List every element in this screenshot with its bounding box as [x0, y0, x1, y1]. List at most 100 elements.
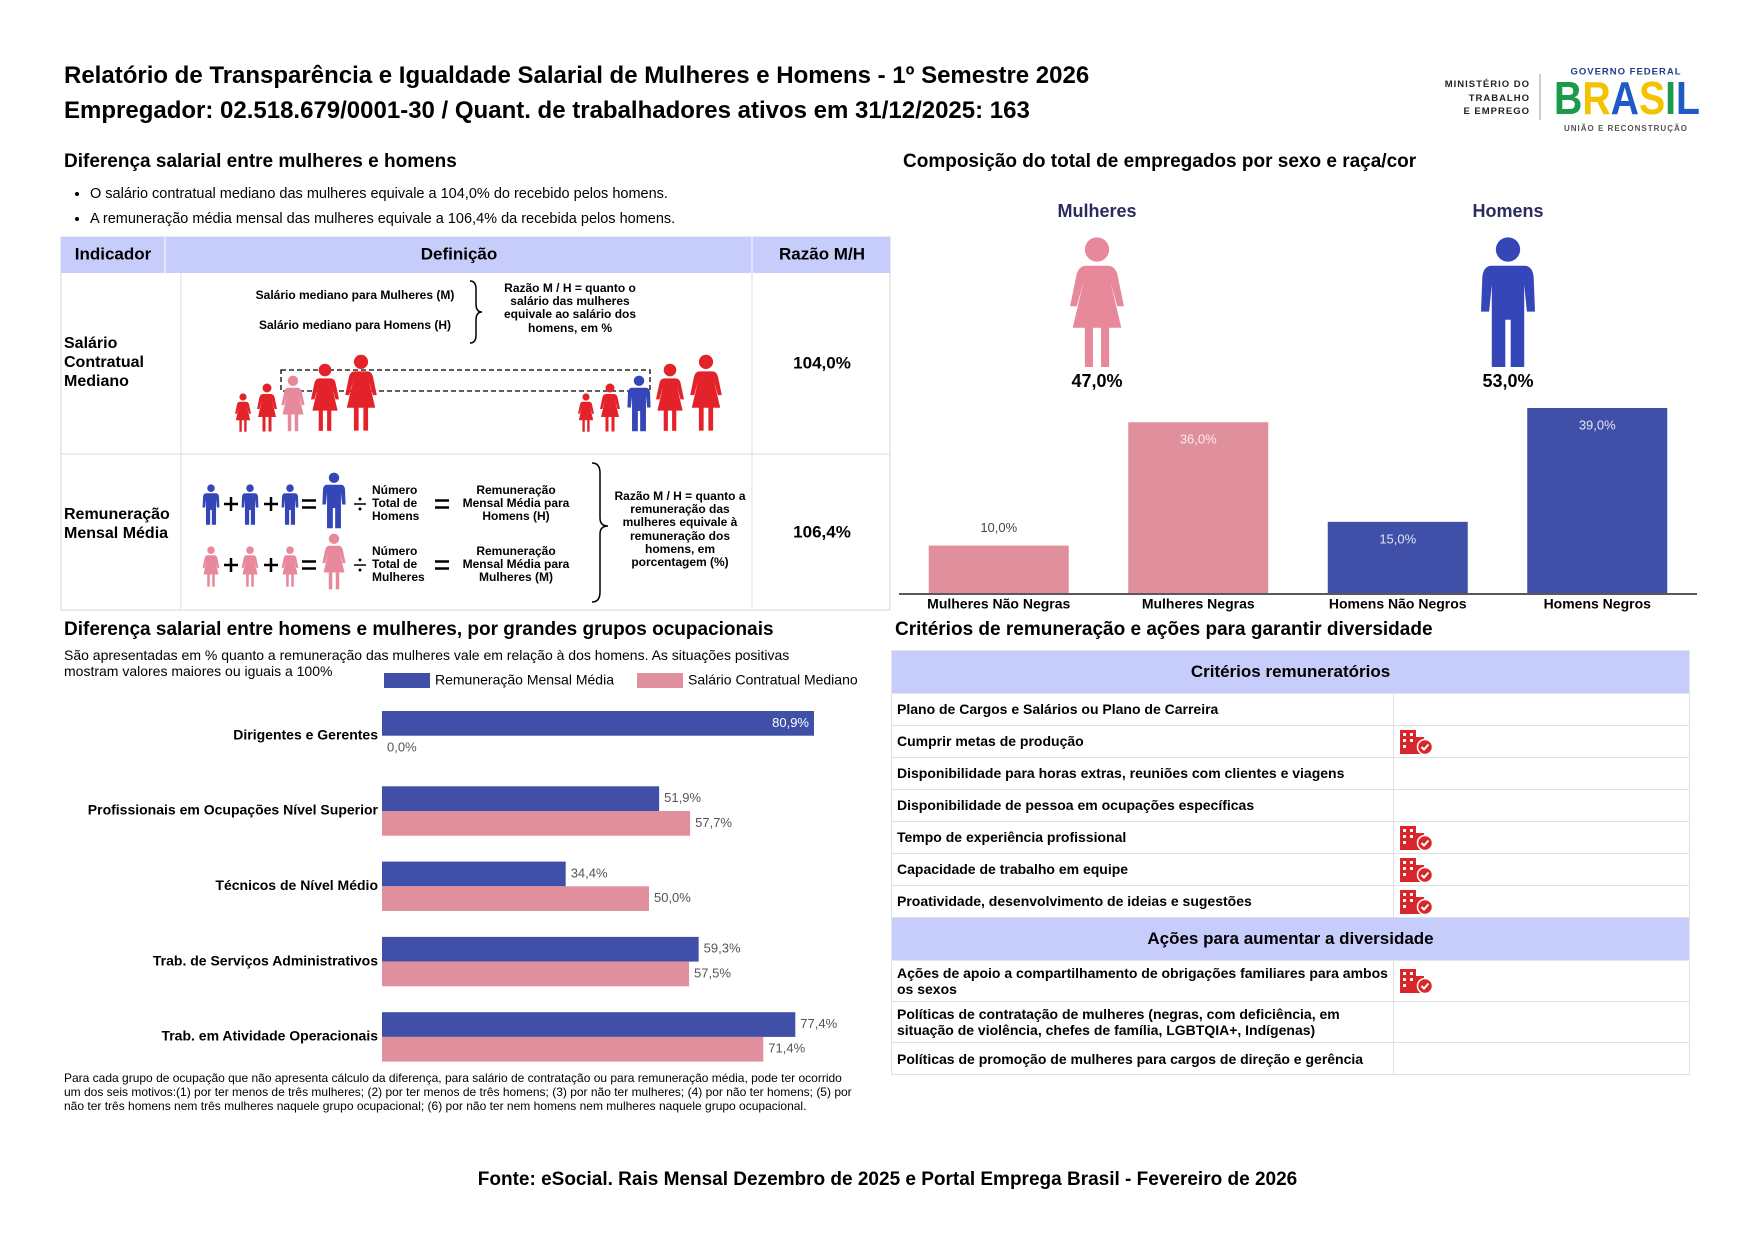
definition-text: Razão M / H = quanto o salário das mulhe… [503, 281, 637, 335]
criteria-check [1393, 885, 1690, 918]
criteria-check [1393, 757, 1690, 790]
category-label: Homens Negros [1544, 596, 1652, 612]
value-label: 0,0% [387, 739, 417, 754]
bullet: A remuneração média mensal das mulheres … [90, 207, 675, 232]
section-title: Diferença salarial entre mulheres e home… [64, 151, 457, 172]
footnote: Para cada grupo de ocupação que não apre… [64, 1071, 852, 1113]
criteria-check [1393, 725, 1690, 758]
check-icon [1399, 824, 1433, 851]
bar [1327, 521, 1468, 593]
group-value: 53,0% [1482, 371, 1533, 391]
value-label: 57,7% [695, 815, 732, 830]
ministry-line: TRABALHO [1468, 92, 1530, 104]
criteria-row: Plano de Cargos e Salários ou Plano de C… [891, 693, 1690, 726]
definition-text: Salário mediano para Homens (H) [258, 318, 452, 332]
criteria-check [1393, 1042, 1690, 1076]
chart-title: Composição do total de empregados por se… [903, 151, 1417, 172]
criteria-check [1393, 821, 1690, 854]
op-divide [358, 558, 362, 562]
criteria-check [1393, 789, 1690, 822]
brace [591, 462, 609, 603]
section-title: Ações para aumentar a diversidade [891, 917, 1690, 961]
legend-label: Salário Contratual Mediano [688, 672, 858, 688]
indicator: Remuneração Mensal Média [64, 506, 170, 542]
category-label: Profissionais em Ocupações Nível Superio… [88, 802, 379, 818]
logo-government: GOVERNO FEDERAL [1570, 67, 1681, 78]
legend-label: Remuneração Mensal Média [435, 672, 614, 688]
criteria-check [1393, 959, 1690, 1003]
section-title: Critérios remuneratórios [891, 650, 1690, 694]
category-label: Mulheres Negras [1142, 596, 1255, 612]
criteria-label: Plano de Cargos e Salários ou Plano de C… [891, 693, 1394, 726]
table-header: Definição [421, 244, 498, 263]
value-label: 15,0% [1379, 531, 1416, 546]
value-label: 59,3% [704, 941, 741, 956]
group-value: 47,0% [1071, 371, 1122, 391]
man-icon [1481, 237, 1535, 367]
criteria-table: Critérios remuneratórios Plano de Cargos … [891, 650, 1690, 1076]
chart-title: Diferença salarial entre homens e mulher… [64, 619, 774, 640]
category-label: Mulheres Não Negras [927, 596, 1070, 612]
value-label: 71,4% [768, 1041, 805, 1056]
criteria-check [1393, 693, 1690, 726]
criteria-row: Tempo de experiência profissional [891, 821, 1690, 854]
criteria-label: Proatividade, desenvolvimento de ideias … [891, 885, 1394, 918]
dashed-box [280, 369, 651, 392]
bar [382, 1012, 796, 1037]
value-label: 51,9% [664, 790, 701, 805]
indicator: Salário Contratual Mediano [64, 335, 144, 390]
bar [382, 1036, 764, 1062]
bar [928, 545, 1069, 593]
category-label: Trab. em Atividade Operacionais [161, 1028, 378, 1044]
bar [1527, 408, 1668, 593]
definition-text: Remuneração Mensal Média para Homens (H) [462, 483, 570, 524]
bar [382, 786, 660, 811]
op-divide [358, 497, 362, 501]
bar [382, 711, 814, 736]
value-label: 36,0% [1180, 432, 1217, 447]
value-label: 50,0% [654, 890, 691, 905]
bar [382, 861, 566, 887]
bullet-list: O salário contratual mediano das mulhere… [62, 182, 675, 232]
category-label: Homens Não Negros [1329, 596, 1467, 612]
ratio-value: 104,0% [793, 353, 851, 372]
value-label: 77,4% [800, 1016, 837, 1031]
criteria-row: Disponibilidade para horas extras, reuni… [891, 757, 1690, 790]
report-title: Relatório de Transparência e Igualdade S… [64, 62, 1090, 89]
criteria-label: Políticas de promoção de mulheres para c… [891, 1042, 1394, 1076]
criteria-row: Capacidade de trabalho em equipe [891, 853, 1690, 886]
category-label: Trab. de Serviços Administrativos [153, 952, 378, 968]
definition-text: Salário mediano para Mulheres (M) [255, 288, 455, 302]
criteria-label: Ações de apoio a compartilhamento de obr… [891, 959, 1394, 1003]
bullet: O salário contratual mediano das mulhere… [90, 182, 675, 207]
value-label: 57,5% [694, 965, 731, 980]
value-label: 10,0% [980, 520, 1017, 535]
logo-slogan: UNIÃO E RECONSTRUÇÃO [1564, 124, 1688, 133]
ministry-line: E EMPREGO [1463, 106, 1530, 117]
category-label: Dirigentes e Gerentes [233, 726, 378, 742]
criteria-label: Disponibilidade para horas extras, reuni… [891, 757, 1394, 790]
criteria-row: Políticas de contratação de mulheres (ne… [891, 1001, 1690, 1044]
report-subtitle: Empregador: 02.518.679/0001-30 / Quant. … [64, 97, 1030, 124]
table-header: Indicador [75, 244, 152, 263]
value-label: 39,0% [1579, 417, 1616, 432]
criteria-check [1393, 1001, 1690, 1044]
ratio-value: 106,4% [793, 522, 851, 541]
criteria-label: Políticas de contratação de mulheres (ne… [891, 1001, 1394, 1044]
op-divide [358, 507, 362, 511]
bar [1128, 422, 1269, 593]
criteria-label: Tempo de experiência profissional [891, 821, 1394, 854]
section-row: Ações para aumentar a diversidade [891, 917, 1690, 961]
check-icon [1399, 888, 1433, 915]
check-icon [1399, 968, 1433, 995]
legend-swatch [384, 673, 430, 688]
criteria-row: Proatividade, desenvolvimento de ideias … [891, 885, 1690, 918]
category-label: Técnicos de Nível Médio [215, 877, 378, 893]
criteria-row: Disponibilidade de pessoa em ocupações e… [891, 789, 1690, 822]
criteria-check [1393, 853, 1690, 886]
definition-text: Razão M / H = quanto a remuneração das m… [614, 489, 746, 569]
logo-brand: BRASIL [1554, 72, 1700, 124]
value-label: 34,4% [571, 865, 608, 880]
logo-ministry: MINISTÉRIO DO TRABALHO E EMPREGO [1400, 78, 1530, 119]
